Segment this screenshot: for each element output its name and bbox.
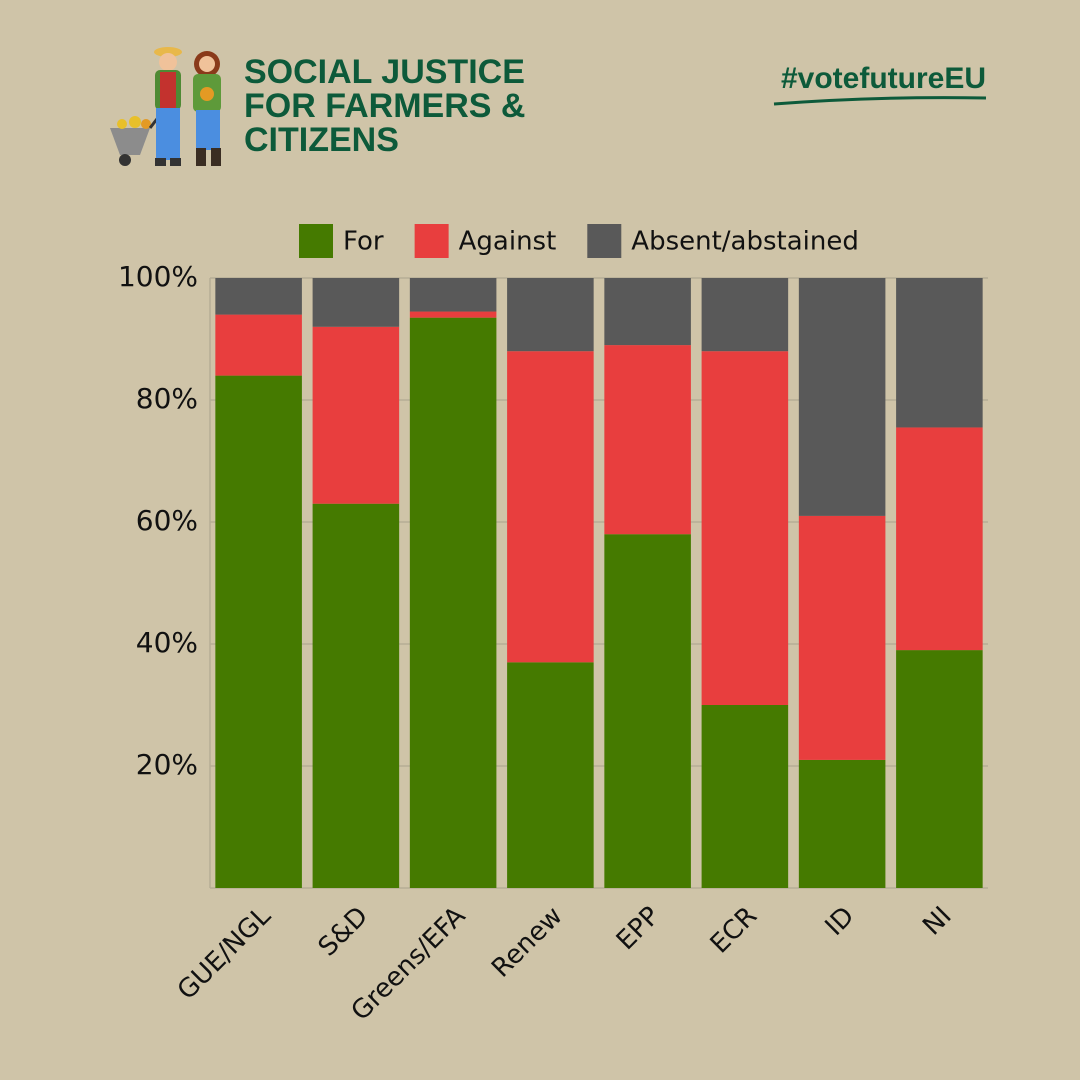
bar-segment [215,314,302,376]
bar-segment [507,351,594,663]
bar-segment [701,351,789,705]
y-tick-label: 100% [118,260,198,293]
bar-segment [409,278,497,312]
bar-segment [507,278,594,352]
bar-segment [896,278,983,428]
bar-segment [701,705,789,888]
bar-segment [604,345,691,535]
illustration [110,47,221,166]
bar-segment [312,326,400,504]
legend-swatch [299,224,333,258]
bar-segment [896,650,983,888]
bar-segment [312,278,400,327]
bar-segment [604,278,691,346]
legend-label: Against [459,227,557,257]
bar-segment [507,662,594,888]
bar-segment [409,317,497,888]
bar-segment [701,278,789,352]
y-tick-label: 60% [136,504,198,537]
legend-label: Absent/abstained [631,227,859,257]
bar-segment [798,515,886,760]
bar-segment [604,534,691,888]
title-line: SOCIAL JUSTICE [244,53,525,91]
bar-segment [798,278,886,516]
bar-segment [312,503,400,888]
legend-swatch [587,224,622,258]
y-tick-label: 80% [136,382,198,415]
bar-segment [215,375,302,889]
y-tick-label: 20% [136,748,198,781]
title-line: CITIZENS [244,121,399,159]
hashtag: #votefutureEU [781,62,986,95]
bar-segment [215,278,302,315]
legend-label: For [343,227,384,257]
legend-swatch [414,224,449,258]
title-line: FOR FARMERS & [244,87,525,125]
bar-segment [896,427,983,651]
hashtag-underline [773,96,987,106]
bar-segment [798,759,886,888]
y-tick-label: 40% [136,626,198,659]
bar-segment [409,311,497,318]
